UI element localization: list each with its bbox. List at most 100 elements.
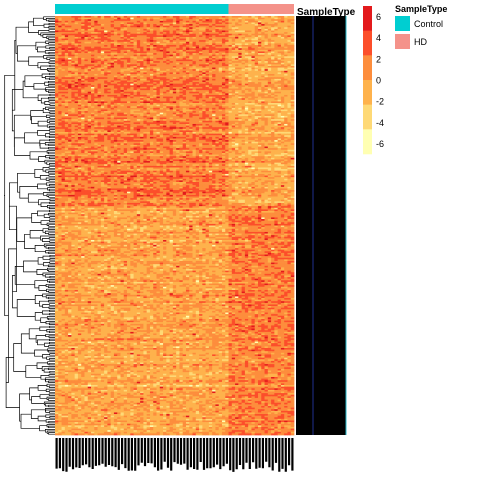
heatmap-cell-2669 (189, 74, 193, 76)
heatmap-cell-3545 (189, 93, 193, 96)
heatmap-cell-2069 (136, 61, 141, 64)
heatmap-cell-2140 (130, 62, 134, 65)
heatmap-cell-3668 (113, 96, 118, 99)
heatmap-cell-907 (156, 35, 161, 38)
heatmap-cell-3 (64, 16, 69, 18)
heatmap-cell-4945 (231, 123, 236, 126)
heatmap-cell-4162 (58, 107, 62, 110)
heatmap-cell-1894 (280, 56, 285, 59)
heatmap-cell-3015 (127, 82, 131, 85)
heatmap-cell-4054 (182, 104, 187, 107)
heatmap-cell-4651 (225, 117, 229, 120)
heatmap-cell-669 (94, 30, 98, 33)
heatmap-cell-32 (159, 16, 164, 18)
heatmap-cell-1962 (264, 57, 269, 60)
heatmap-cell-3916 (208, 101, 213, 104)
heatmap-cell-939 (261, 35, 265, 38)
heatmap-cell-778 (212, 32, 216, 35)
heatmap-cell-1678 (290, 51, 295, 54)
heatmap-cell-2433 (133, 69, 138, 72)
heatmap-cell-1319 (71, 45, 75, 47)
heatmap-cell-2333 (284, 65, 288, 68)
heatmap-cell-2313 (218, 65, 223, 68)
heatmap-cell-859 (238, 33, 242, 36)
heatmap-cell-3420 (257, 90, 262, 93)
heatmap-cell-4615 (107, 117, 111, 120)
heatmap-cell-3319 (166, 88, 170, 91)
heatmap-cell-213 (274, 19, 278, 22)
heatmap-cell-2874 (143, 78, 148, 81)
heatmap-cell-123 (218, 17, 223, 20)
heatmap-cell-3280 (277, 86, 282, 89)
heatmap-cell-4681 (84, 119, 89, 122)
heatmap-cell-2608 (228, 72, 233, 75)
heatmap-cell-3799 (64, 99, 69, 102)
heatmap-cell-4149 (254, 106, 259, 109)
heatmap-cell-4179 (113, 107, 118, 110)
heatmap-cell-2994 (58, 82, 62, 85)
heatmap-cell-1481 (123, 48, 128, 51)
heatmap-cell-1669 (261, 51, 265, 54)
heatmap-cell-3467 (172, 91, 177, 94)
heatmap-cell-207 (254, 19, 259, 22)
heatmap-cell-810 (77, 33, 82, 36)
heatmap-cell-101 (146, 17, 151, 20)
heatmap-cell-2024 (228, 59, 233, 62)
heatmap-cell-2644 (107, 74, 111, 76)
heatmap-cell-4206 (202, 107, 206, 110)
heatmap-cell-4713 (189, 119, 193, 122)
heatmap-cell-1610 (68, 51, 72, 54)
heatmap-cell-4309 (61, 111, 66, 114)
heatmap-cell-4849 (156, 122, 161, 125)
heatmap-cell-1580 (208, 49, 213, 52)
heatmap-cell-519 (81, 27, 85, 30)
heatmap-cell-328 (172, 22, 177, 25)
heatmap-cell-721 (264, 30, 269, 33)
heatmap-cell-2394 (244, 67, 249, 70)
heatmap-cell-3764 (189, 98, 193, 101)
heatmap-cell-1471 (91, 48, 95, 51)
heatmap-cell-1928 (153, 57, 157, 60)
heatmap-cell-3876 (77, 101, 82, 104)
heatmap-cell-4481 (146, 114, 151, 117)
heatmap-cell-1298 (241, 43, 246, 46)
heatmap-cell-118 (202, 17, 206, 20)
heatmap-cell-3590 (97, 94, 102, 97)
heatmap-cell-2098 (231, 61, 236, 64)
heatmap-cell-2438 (149, 69, 154, 72)
heatmap-cell-2032 (254, 59, 259, 62)
heatmap-cell-4248 (100, 109, 105, 112)
heatmap-cell-3989 (208, 103, 213, 105)
heatmap-cell-3670 (120, 96, 125, 99)
heatmap-cell-2721 (120, 75, 125, 78)
heatmap-cell-3816 (120, 99, 125, 102)
heatmap-cell-3111 (202, 83, 206, 86)
heatmap-cell-4187 (140, 107, 144, 110)
heatmap-cell-134 (254, 17, 259, 20)
heatmap-cell-4068 (228, 104, 233, 107)
heatmap-cell-2523 (189, 70, 193, 73)
heatmap-cell-1379 (267, 45, 272, 47)
heatmap-cell-2061 (110, 61, 115, 64)
heatmap-cell-1459 (290, 46, 295, 49)
heatmap-cell-2599 (199, 72, 203, 75)
heatmap-cell-1723 (199, 53, 203, 56)
heatmap-cell-4266 (159, 109, 164, 112)
heatmap-cell-2568 (97, 72, 102, 75)
heatmap-cell-821 (113, 33, 118, 36)
heatmap-cell-1579 (205, 49, 210, 52)
heatmap-cell-572 (254, 27, 259, 30)
heatmap-cell-686 (149, 30, 154, 33)
heatmap-cell-2988 (277, 80, 282, 83)
heatmap-cell-3381 (130, 90, 134, 93)
heatmap-cell-4049 (166, 104, 170, 107)
heatmap-cell-2927 (77, 80, 82, 83)
heatmap-cell-1512 (225, 48, 229, 51)
heatmap-cell-2600 (202, 72, 206, 75)
heatmap-cell-4894 (64, 123, 69, 126)
heatmap-cell-3574 (284, 93, 288, 96)
heatmap-cell-1671 (267, 51, 272, 54)
heatmap-cell-1587 (231, 49, 236, 52)
heatmap-cell-833 (153, 33, 157, 36)
heatmap-cell-497 (248, 25, 252, 28)
